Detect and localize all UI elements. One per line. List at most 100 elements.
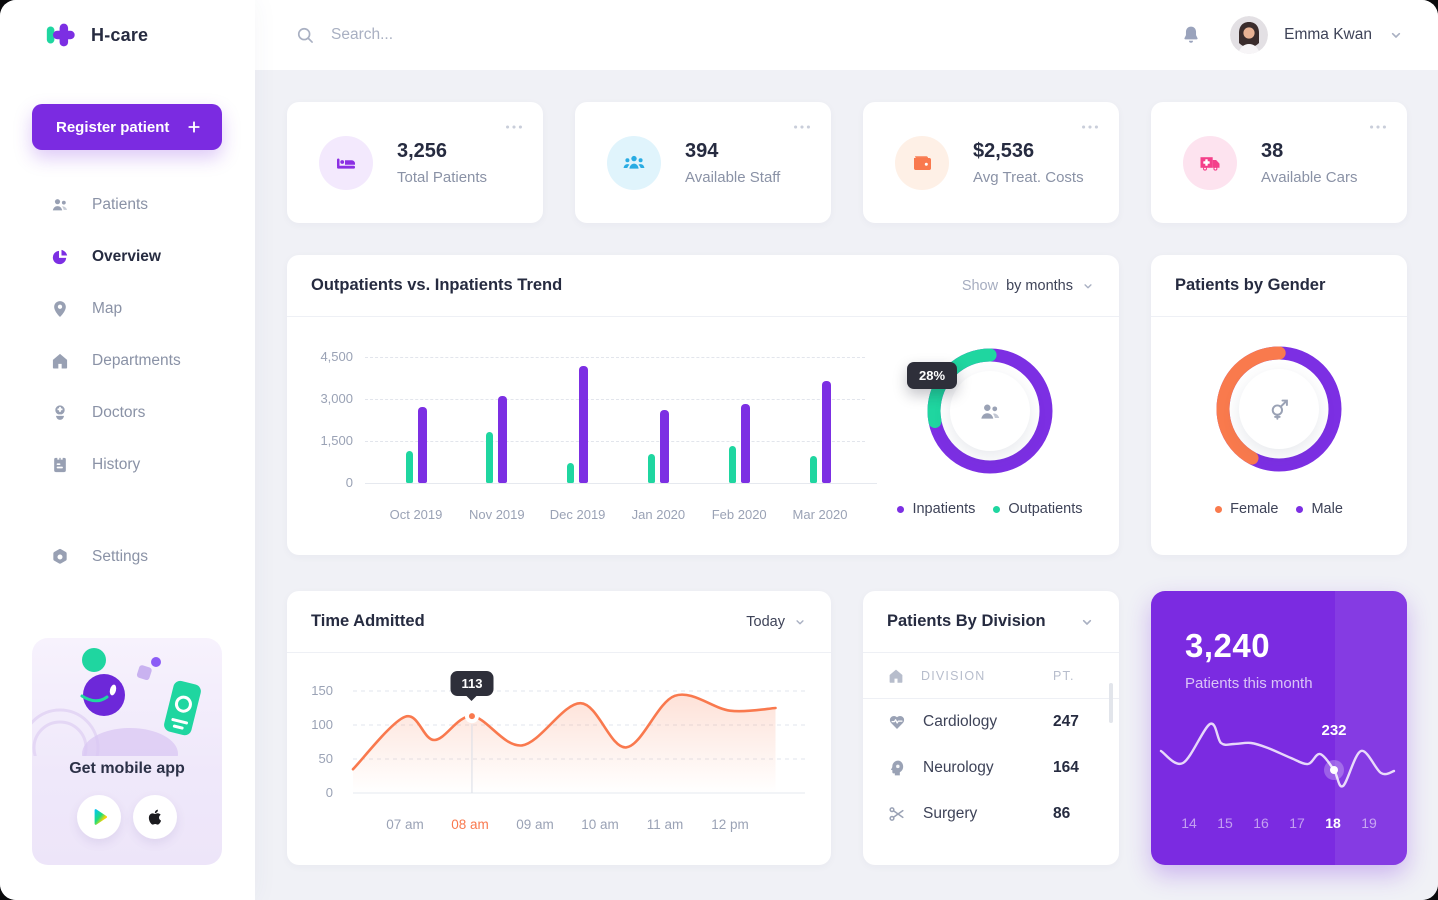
search-input[interactable] [329, 25, 669, 45]
bar-outpatients [486, 432, 494, 483]
sidebar-item-settings[interactable]: Settings [0, 531, 255, 583]
overview-icon [50, 247, 70, 267]
x-axis-tick: Mar 2020 [792, 507, 848, 522]
stat-card-1: 394 Available Staff [575, 102, 831, 223]
gender-chart: Female Male [1151, 317, 1407, 553]
chevron-down-icon [793, 615, 807, 629]
division-row-neurology[interactable]: Neurology 164 [863, 745, 1119, 791]
x-axis-tick[interactable]: 08 am [451, 817, 489, 832]
month-day[interactable]: 18 [1325, 815, 1341, 831]
month-sparkline [1159, 722, 1396, 788]
legend-dot [993, 505, 1001, 513]
division-rows: Cardiology 247 Neurology 164 Surgery 86 [863, 699, 1119, 837]
month-day[interactable]: 17 [1289, 815, 1305, 831]
sidebar-item-overview[interactable]: Overview [0, 231, 255, 283]
scrollbar-thumb[interactable] [1109, 683, 1113, 723]
trend-filter[interactable]: Show by months [962, 278, 1095, 294]
bar-group[interactable] [399, 357, 433, 483]
bar-inpatients [659, 409, 669, 483]
legend-label: Outpatients [1008, 501, 1083, 517]
card-menu-button[interactable] [1077, 118, 1103, 138]
sparkline-point-label: 232 [1321, 722, 1347, 739]
x-axis-tick[interactable]: 07 am [386, 817, 424, 832]
dots-icon [1079, 120, 1101, 134]
division-row-cardiology[interactable]: Cardiology 247 [863, 699, 1119, 745]
search-icon [295, 25, 315, 45]
register-patient-label: Register patient [56, 118, 170, 136]
trend-filter-value: by months [1006, 277, 1073, 294]
legend-item: Inpatients [897, 501, 975, 517]
bar-group[interactable] [803, 357, 837, 483]
sidebar-item-label: Settings [92, 548, 149, 565]
division-row-surgery[interactable]: Surgery 86 [863, 791, 1119, 837]
sidebar-item-doctors[interactable]: Doctors [0, 387, 255, 439]
sidebar-item-label: Patients [92, 196, 149, 213]
register-patient-button[interactable]: Register patient [32, 104, 222, 150]
x-axis-tick: Feb 2020 [711, 507, 767, 522]
stat-icon-bubble [895, 135, 949, 190]
sidebar-item-patients[interactable]: Patients [0, 179, 255, 231]
gender-title: Patients by Gender [1175, 276, 1326, 294]
chevron-down-icon[interactable] [1079, 614, 1095, 630]
people-icon [977, 398, 1003, 424]
line-tooltip: 113 [450, 671, 494, 696]
card-menu-button[interactable] [501, 118, 527, 138]
donut-center [1239, 369, 1319, 449]
google-play-button[interactable] [77, 795, 121, 839]
legend-label: Female [1230, 501, 1279, 517]
month-day[interactable]: 16 [1253, 815, 1269, 831]
month-day[interactable]: 14 [1181, 815, 1197, 831]
y-axis-tick: 150 [311, 683, 333, 698]
x-axis-tick: Jan 2020 [631, 507, 686, 522]
neurology-icon [887, 758, 907, 778]
sidebar-item-departments[interactable]: Departments [0, 335, 255, 387]
x-axis-tick[interactable]: 09 am [516, 817, 554, 832]
bell-icon[interactable] [1180, 24, 1202, 46]
home-icon [887, 667, 905, 685]
legend-item: Male [1296, 501, 1343, 517]
time-admitted-title: Time Admitted [311, 612, 425, 630]
sidebar-item-map[interactable]: Map [0, 283, 255, 335]
y-axis-tick: 0 [325, 785, 333, 800]
app-logo[interactable]: H-care [44, 18, 148, 52]
month-day[interactable]: 15 [1217, 815, 1233, 831]
month-day[interactable]: 19 [1361, 815, 1377, 831]
legend-label: Male [1311, 501, 1343, 517]
time-filter[interactable]: Today [746, 614, 807, 630]
bar-outpatients [809, 456, 817, 483]
time-filter-value: Today [746, 613, 785, 630]
division-column: DIVISION [921, 668, 986, 683]
division-count: 247 [1053, 713, 1079, 730]
legend-dot [1296, 505, 1304, 513]
chevron-down-icon [1081, 279, 1095, 293]
bar-outpatients [405, 450, 413, 483]
x-axis-tick[interactable]: 11 am [646, 817, 684, 832]
y-axis-tick: 100 [311, 717, 333, 732]
trend-card: Outpatients vs. Inpatients Trend Show by… [287, 255, 1119, 555]
bar-group[interactable] [722, 357, 756, 483]
x-axis-tick[interactable]: 10 am [581, 817, 619, 832]
x-axis-tick: Dec 2019 [549, 507, 606, 522]
dots-icon [503, 120, 525, 134]
app-store-button[interactable] [133, 795, 177, 839]
chevron-down-icon[interactable] [1388, 27, 1404, 43]
bar-outpatients [647, 453, 655, 483]
sidebar-item-label: Doctors [92, 404, 146, 421]
donut-tooltip: 28% [907, 362, 958, 389]
x-axis-tick[interactable]: 12 pm [711, 817, 749, 832]
mobile-promo-title: Get mobile app [69, 760, 185, 777]
line-chart-svg [351, 690, 805, 794]
bar-group[interactable] [480, 357, 514, 483]
bar-group[interactable] [561, 357, 595, 483]
map-icon [50, 299, 70, 319]
app-store-icon [144, 806, 166, 828]
bar-group[interactable] [641, 357, 675, 483]
stat-label: Avg Treat. Costs [973, 168, 1084, 186]
sidebar-item-label: History [92, 456, 141, 473]
card-menu-button[interactable] [1365, 118, 1391, 138]
avatar[interactable] [1230, 16, 1269, 54]
sidebar-item-history[interactable]: History [0, 439, 255, 491]
user-name[interactable]: Emma Kwan [1284, 26, 1372, 43]
card-menu-button[interactable] [789, 118, 815, 138]
